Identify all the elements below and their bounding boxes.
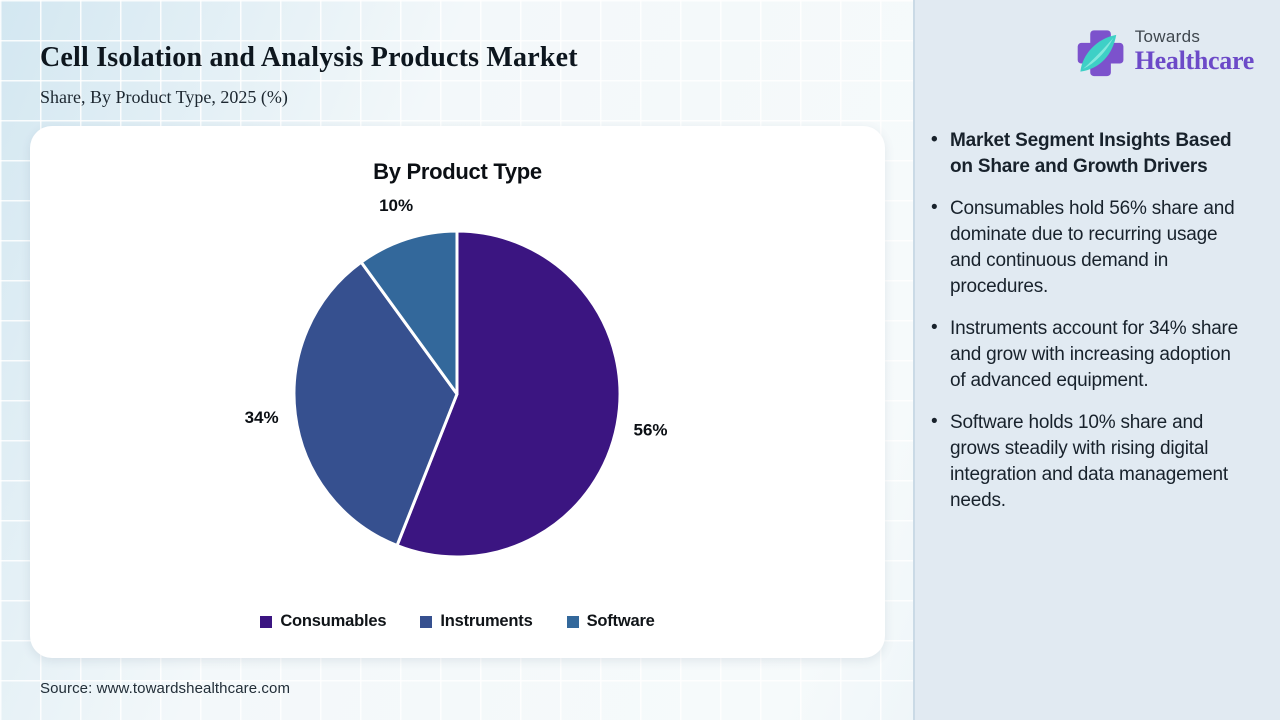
legend-item-instruments: Instruments <box>420 612 533 631</box>
legend-swatch-instruments <box>420 615 433 628</box>
legend-label-instruments: Instruments <box>440 612 533 630</box>
insight-item-consumables: Consumables hold 56% share and dominate … <box>929 195 1248 300</box>
logo-text-healthcare: Healthcare <box>1134 45 1255 75</box>
legend-item-consumables: Consumables <box>260 612 387 631</box>
pie-slice-instruments <box>292 260 459 548</box>
insight-item-heading: Market Segment Insights Based on Share a… <box>929 127 1248 180</box>
brand-logo: Towards Healthcare <box>1075 24 1254 78</box>
legend-swatch-consumables <box>260 615 273 628</box>
legend-swatch-software <box>566 615 579 628</box>
pie-value-label-instruments: 34% <box>245 408 279 427</box>
chart-card: 56% 34% 10% By Product Type Consumables In… <box>30 126 885 658</box>
healthcare-cross-leaf-icon <box>1077 30 1124 77</box>
insights-list: Market Segment Insights Based on Share a… <box>915 0 1280 514</box>
pie-value-label-consumables: 56% <box>633 420 667 439</box>
insights-panel: Towards Healthcare Market Segment Insigh… <box>913 0 1280 720</box>
pie-slice-consumables <box>395 229 622 559</box>
legend-label-software: Software <box>586 612 655 630</box>
source-text: Source: www.towardshealthcare.com <box>40 680 291 697</box>
page-subtitle: Share, By Product Type, 2025 (%) <box>40 87 288 107</box>
page-title: Cell Isolation and Analysis Products Mar… <box>40 42 578 73</box>
pie-value-label-software: 10% <box>379 196 413 215</box>
insight-item-instruments: Instruments account for 34% share and gr… <box>929 315 1248 394</box>
insight-item-software: Software holds 10% share and grows stead… <box>929 409 1248 514</box>
chart-title: By Product Type <box>373 159 542 184</box>
brand-logo-text: Towards Healthcare <box>1134 27 1255 75</box>
legend-item-software: Software <box>566 612 655 631</box>
pie-slice-software <box>359 229 459 396</box>
legend-label-consumables: Consumables <box>280 612 387 630</box>
logo-text-towards: Towards <box>1134 27 1201 46</box>
chart-legend: Consumables Instruments Software <box>30 612 885 631</box>
pie-chart: 56% 34% 10% <box>245 196 668 559</box>
